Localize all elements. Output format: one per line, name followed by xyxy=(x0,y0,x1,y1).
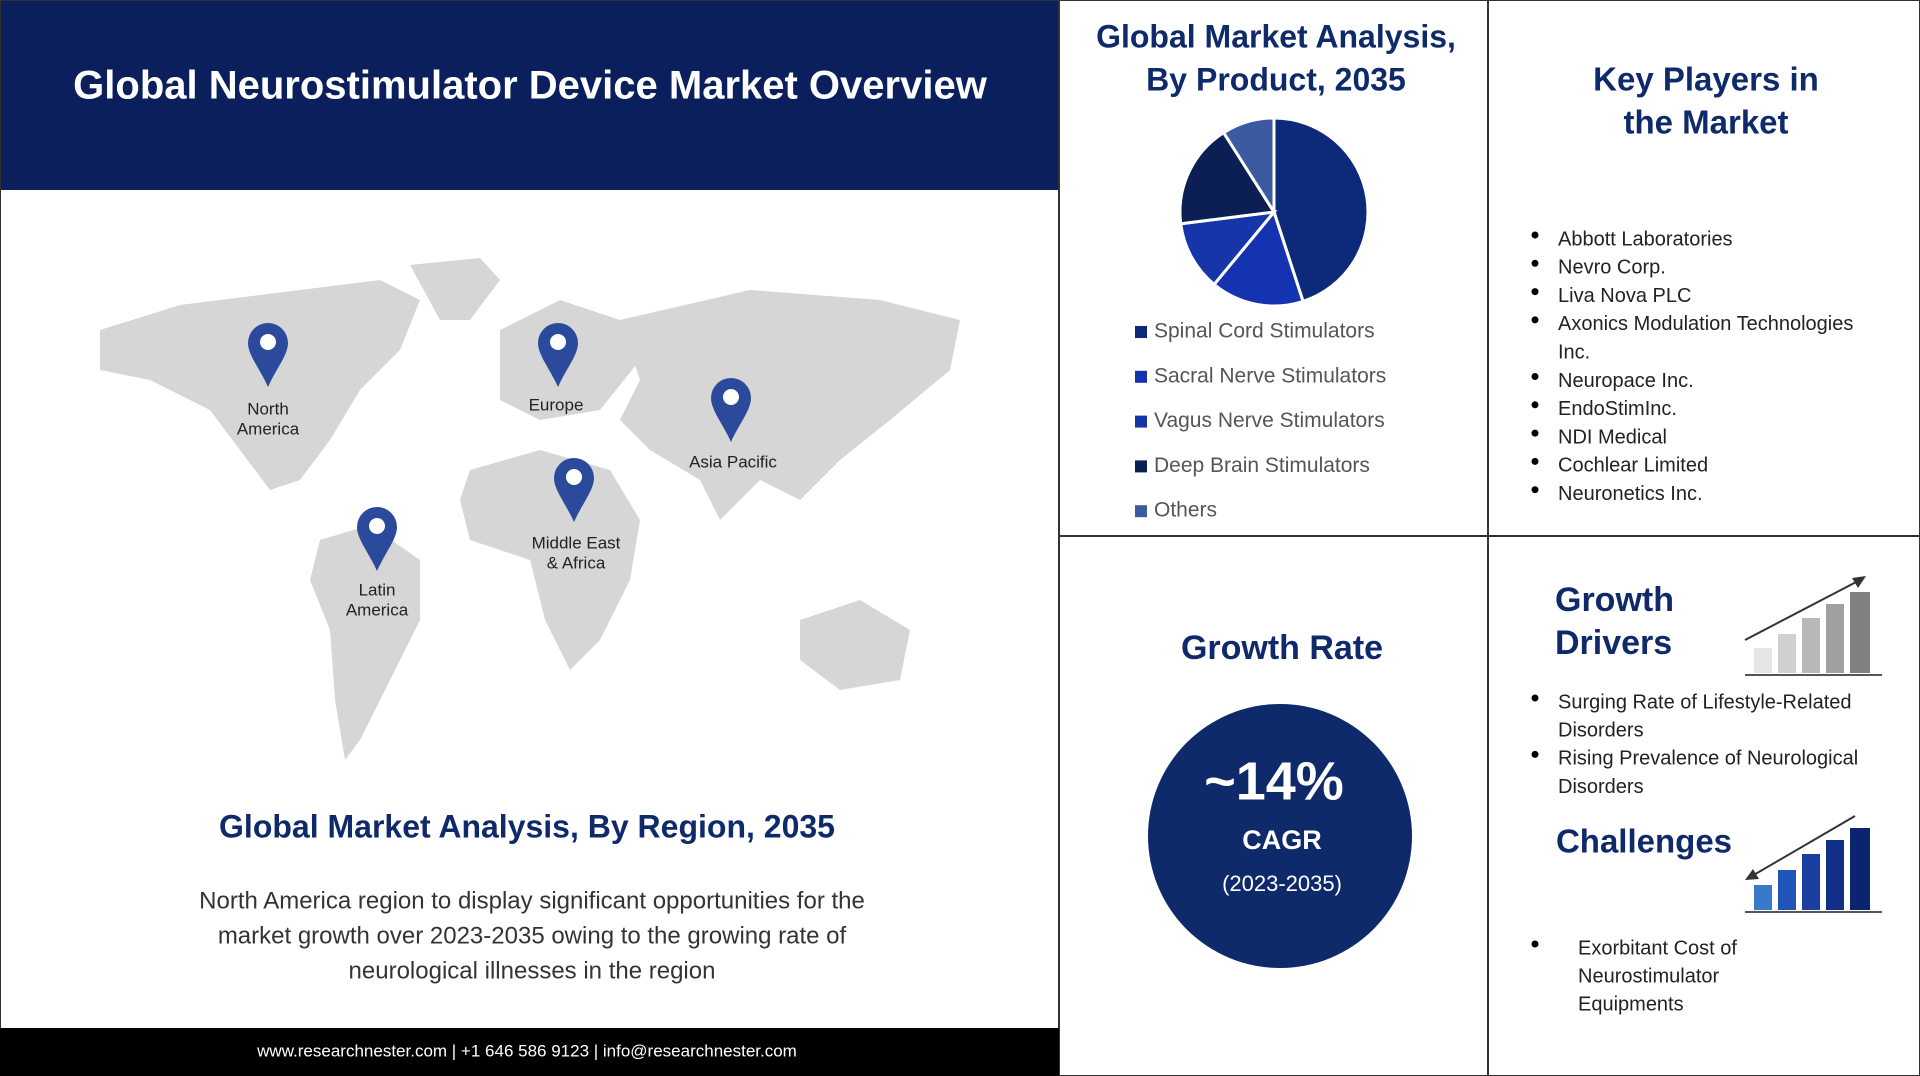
bullet xyxy=(1531,750,1539,758)
pin-dot xyxy=(566,469,582,485)
region-text: market growth over 2023-2035 owing to th… xyxy=(218,922,847,949)
footer-band xyxy=(0,1028,1059,1076)
map-pin xyxy=(554,458,594,522)
pin-dot xyxy=(723,389,739,405)
pin-dot xyxy=(260,334,276,350)
list-item: Equipments xyxy=(1578,994,1684,1016)
chart-title: By Product, 2035 xyxy=(1146,61,1406,97)
region-label: Middle East xyxy=(532,533,621,552)
pin-shape xyxy=(538,323,578,387)
bullet xyxy=(1531,457,1539,465)
pie-slice xyxy=(1178,130,1277,226)
legend-swatch xyxy=(1135,415,1147,428)
list-item: Disorders xyxy=(1558,719,1644,741)
bullet xyxy=(1531,940,1539,948)
pin-shape xyxy=(711,378,751,442)
pin-dot xyxy=(550,334,566,350)
growth-icon xyxy=(1744,576,1882,676)
region-label: North xyxy=(247,399,289,418)
challenges-title: Challenges xyxy=(1556,823,1732,860)
legend-label: Spinal Cord Stimulators xyxy=(1154,320,1375,343)
legend-label: Others xyxy=(1154,499,1217,522)
map-pin xyxy=(248,323,288,387)
region-label: America xyxy=(237,419,300,438)
list-item: Exorbitant Cost of xyxy=(1578,937,1737,959)
bullet xyxy=(1531,231,1539,239)
growth-drivers-title: Growth xyxy=(1555,581,1674,619)
page-title: Global Neurostimulator Device Market Ove… xyxy=(73,64,988,108)
bullet xyxy=(1531,486,1539,494)
list-item: Neuropace Inc. xyxy=(1558,370,1694,392)
list-item: Axonics Modulation Technologies xyxy=(1558,313,1853,335)
chart-title: Global Market Analysis, xyxy=(1096,18,1456,54)
bullet xyxy=(1531,316,1539,324)
list-item: Neuronetics Inc. xyxy=(1558,483,1703,505)
pin-shape xyxy=(248,323,288,387)
legend-swatch xyxy=(1135,505,1147,518)
legend-label: Vagus Nerve Stimulators xyxy=(1154,409,1385,432)
growth-rate-title: Growth Rate xyxy=(1181,629,1383,667)
region-label: Asia Pacific xyxy=(689,452,777,471)
cagr-label: CAGR xyxy=(1242,825,1322,855)
cagr-circle xyxy=(1148,704,1412,968)
region-label: America xyxy=(346,600,409,619)
pie-slice xyxy=(1221,116,1276,218)
region-text: North America region to display signific… xyxy=(199,887,865,914)
footer-text: www.researchnester.com | +1 646 586 9123… xyxy=(256,1041,797,1060)
list-item: Abbott Laboratories xyxy=(1558,228,1733,250)
list-item: NDI Medical xyxy=(1558,426,1667,448)
challenges-icon xyxy=(1745,815,1882,913)
bullet xyxy=(1531,288,1539,296)
region-label: Latin xyxy=(359,580,396,599)
bullet xyxy=(1531,401,1539,409)
region-text: neurological illnesses in the region xyxy=(349,957,716,984)
legend-swatch xyxy=(1135,326,1147,338)
bullet xyxy=(1531,259,1539,267)
legend-label: Sacral Nerve Stimulators xyxy=(1154,364,1386,387)
list-item: Disorders xyxy=(1558,776,1644,798)
world-map xyxy=(100,258,960,760)
list-item: Rising Prevalence of Neurological xyxy=(1558,748,1858,770)
list-item: Neurostimulator xyxy=(1578,965,1720,987)
pin-shape xyxy=(554,458,594,522)
key-players-title: the Market xyxy=(1623,104,1788,141)
legend-swatch xyxy=(1135,460,1147,473)
list-item: Cochlear Limited xyxy=(1558,455,1708,477)
header-band xyxy=(0,0,1059,190)
bullet xyxy=(1531,373,1539,380)
list-item: Inc. xyxy=(1558,341,1590,363)
cagr-period: (2023-2035) xyxy=(1222,871,1342,896)
region-title: Global Market Analysis, By Region, 2035 xyxy=(219,808,835,844)
pin-dot xyxy=(369,518,385,534)
pin-shape xyxy=(357,507,397,571)
list-item: Nevro Corp. xyxy=(1558,257,1666,279)
list-item: Surging Rate of Lifestyle-Related xyxy=(1558,691,1852,713)
legend-swatch xyxy=(1135,370,1147,383)
map-pin xyxy=(538,323,578,387)
region-label: Europe xyxy=(529,395,584,414)
map-pin xyxy=(711,378,751,442)
growth-drivers-title: Drivers xyxy=(1555,624,1672,662)
cagr-value: ~14% xyxy=(1204,751,1344,811)
list-item: EndoStimInc. xyxy=(1558,398,1677,420)
list-item: Liva Nova PLC xyxy=(1558,285,1691,307)
bullet xyxy=(1531,694,1539,702)
pie-slice xyxy=(1272,116,1370,304)
legend-label: Deep Brain Stimulators xyxy=(1154,454,1370,477)
map-pin xyxy=(357,507,397,571)
key-players-title: Key Players in xyxy=(1593,61,1819,98)
bullet xyxy=(1531,429,1539,437)
pie-slice xyxy=(1211,208,1305,308)
region-label: & Africa xyxy=(547,553,606,572)
